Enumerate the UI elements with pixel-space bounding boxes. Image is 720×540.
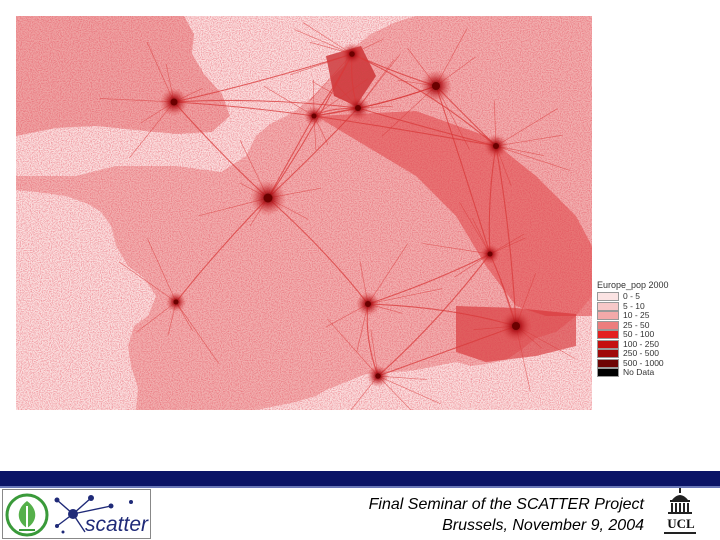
legend-label: No Data — [623, 367, 655, 378]
city-core-milan — [512, 322, 520, 330]
legend-label: 10 - 25 — [623, 310, 650, 321]
legend-item: 0 - 5 — [597, 292, 697, 302]
road-link — [367, 253, 491, 305]
legend-item: 250 - 500 — [597, 349, 697, 359]
portico-dome-icon — [664, 488, 696, 534]
seminar-title: Final Seminar of the SCATTER Project — [368, 496, 644, 513]
legend-swatch — [597, 368, 619, 378]
road-link — [357, 107, 497, 147]
scatter-network-icon — [54, 495, 133, 534]
footer-divider — [0, 486, 720, 488]
road-secondary — [367, 243, 409, 305]
city-core-zurich — [487, 251, 493, 257]
map-canvas — [16, 16, 592, 410]
legend-item: No Data — [597, 368, 697, 378]
legend-item: 100 - 250 — [597, 338, 697, 350]
road-link — [367, 303, 517, 327]
road-secondary — [175, 301, 220, 364]
seminar-date-location: Brussels, November 9, 2004 — [442, 517, 644, 534]
city-core-bordeaux — [173, 299, 179, 305]
legend-swatch — [597, 311, 619, 321]
legend-item: 500 - 1000 — [597, 357, 697, 369]
road-secondary — [313, 78, 369, 117]
legend-swatch — [597, 320, 619, 330]
legend-item: 50 - 100 — [597, 330, 697, 340]
scatter-logo-panel — [2, 489, 151, 539]
leaf-circle-icon — [5, 493, 49, 537]
legend-swatch — [597, 349, 619, 359]
road-link — [173, 101, 315, 117]
city-core-london — [170, 98, 178, 106]
legend-item: 10 - 25 — [597, 311, 697, 321]
density-texture — [16, 16, 592, 410]
legend-swatch — [597, 330, 619, 340]
city-core-lille — [311, 113, 317, 119]
population-density-map — [16, 16, 592, 410]
legend-item: 25 - 50 — [597, 319, 697, 331]
road-secondary — [327, 318, 379, 377]
road-link — [173, 99, 359, 109]
city-core-frankfurt — [493, 143, 499, 149]
legend-item: 5 - 10 — [597, 300, 697, 312]
road-link — [435, 85, 491, 255]
legend-label: 500 - 1000 — [623, 357, 664, 368]
city-core-paris — [263, 193, 273, 203]
legend-label: 0 - 5 — [623, 291, 641, 302]
road-secondary — [422, 243, 491, 255]
legend-label: 100 - 250 — [623, 338, 659, 349]
city-core-marseille — [375, 373, 381, 379]
road-link — [377, 253, 491, 377]
legend-swatch — [597, 292, 619, 302]
road-secondary — [118, 261, 177, 303]
footer-bar — [0, 471, 720, 486]
road-link — [267, 197, 369, 305]
legend-label: 5 - 10 — [623, 300, 645, 311]
road-link — [173, 53, 353, 103]
city-core-amsterdam — [349, 51, 355, 57]
city-core-lyon — [365, 301, 371, 307]
road-secondary — [495, 145, 571, 171]
legend-label: 25 - 50 — [623, 319, 650, 330]
scatter-wordmark: scatter — [85, 513, 149, 536]
road-secondary — [367, 288, 443, 305]
road-link — [313, 115, 497, 147]
road-link — [495, 145, 517, 327]
cities — [160, 43, 532, 387]
legend-label: 250 - 500 — [623, 348, 659, 359]
ucl-wordmark: UCL — [667, 516, 695, 531]
city-core-brussels — [355, 105, 361, 111]
legend-title: Europe_pop 2000 — [597, 280, 669, 290]
city-core-ruhr — [432, 82, 440, 90]
road-secondary — [377, 375, 441, 404]
legend-swatch — [597, 301, 619, 311]
legend-label: 50 - 100 — [623, 329, 655, 340]
footer-caption: Final Seminar of the SCATTER Project Bru… — [369, 494, 644, 536]
legend-swatch — [597, 358, 619, 368]
legend-swatch — [597, 339, 619, 349]
road-secondary — [147, 238, 177, 303]
